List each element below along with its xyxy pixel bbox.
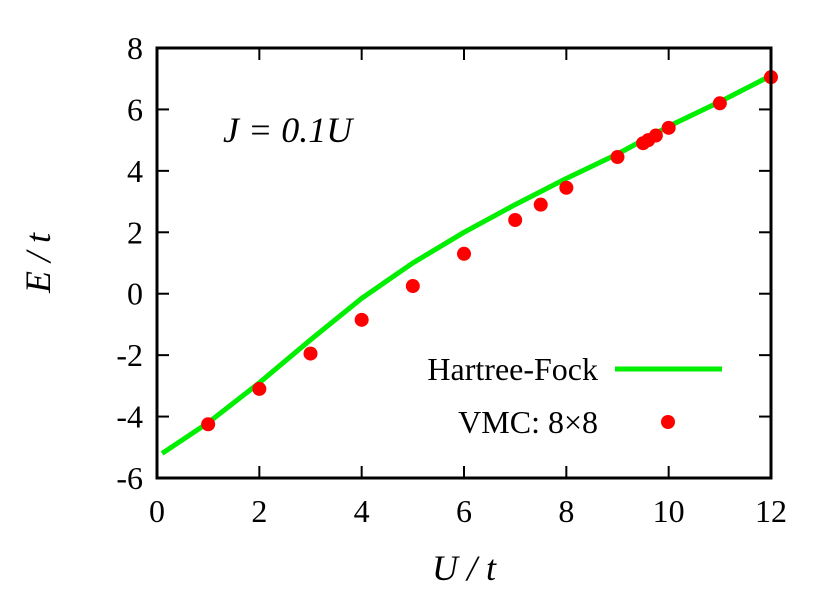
- x-tick-label: 12: [755, 493, 787, 529]
- data-point-vmc: [559, 180, 574, 195]
- x-tick-label: 4: [354, 493, 370, 529]
- y-tick-label: -2: [116, 337, 143, 373]
- data-point-vmc: [533, 197, 548, 212]
- y-tick-label: 0: [127, 276, 143, 312]
- data-point-vmc: [354, 312, 369, 327]
- y-tick-label: 8: [127, 30, 143, 66]
- data-point-vmc: [457, 246, 471, 261]
- x-tick-label: 6: [456, 493, 472, 529]
- x-tick-label: 2: [251, 493, 267, 529]
- x-tick-label: 8: [558, 493, 574, 529]
- data-point-vmc: [252, 381, 267, 396]
- legend-swatch-vmc: [661, 415, 675, 429]
- x-tick-label: 10: [653, 493, 685, 529]
- legend-label-vmc: VMC: 8×8: [458, 404, 598, 440]
- data-point-vmc: [508, 213, 523, 227]
- annotation-label: J = 0.1U: [223, 110, 354, 150]
- data-point-vmc: [648, 128, 663, 143]
- y-tick-label: 2: [127, 214, 143, 250]
- plot-frame: [155, 46, 773, 480]
- y-axis-title: E / t: [18, 232, 58, 294]
- x-tick-label: 0: [149, 493, 165, 529]
- legend-label-hartree-fock: Hartree-Fock: [427, 351, 598, 387]
- legend: Hartree-Fock VMC: 8×8: [427, 351, 722, 440]
- data-point-vmc: [712, 96, 727, 111]
- data-point-vmc: [661, 120, 676, 135]
- y-tick-label: -6: [116, 460, 143, 496]
- y-tick-label: -4: [116, 399, 143, 435]
- y-tick-label: 6: [127, 91, 143, 127]
- y-tick-label: 4: [127, 153, 143, 189]
- data-point-vmc: [201, 417, 216, 432]
- data-point-vmc: [303, 346, 318, 361]
- data-point-vmc: [610, 150, 625, 165]
- data-point-vmc: [405, 279, 420, 294]
- x-axis-title: U / t: [432, 548, 497, 588]
